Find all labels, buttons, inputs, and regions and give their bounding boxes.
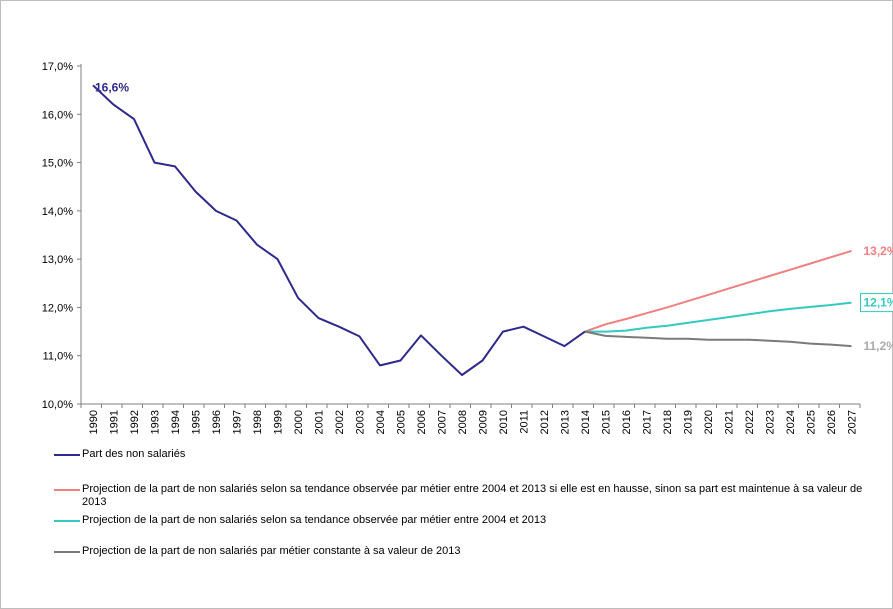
x-tick-label: 2020 xyxy=(703,410,715,434)
x-tick-label: 2026 xyxy=(826,410,838,434)
x-tick-label: 2000 xyxy=(293,410,305,434)
x-tick-label: 2015 xyxy=(601,410,613,434)
x-tick-label: 2027 xyxy=(847,410,859,434)
x-tick-label: 2017 xyxy=(642,410,654,434)
x-tick-label: 2006 xyxy=(416,410,428,434)
x-tick-label: 1990 xyxy=(88,410,100,434)
y-tick-label: 13,0% xyxy=(42,254,73,266)
x-tick-label: 2025 xyxy=(806,410,818,434)
x-tick-label: 2002 xyxy=(334,410,346,434)
x-tick-label: 2010 xyxy=(498,410,510,434)
data-label-box xyxy=(860,293,893,313)
x-tick-label: 2022 xyxy=(744,410,756,434)
legend-label-part-non-salaries: Part des non salariés xyxy=(82,448,186,460)
data-label-last: 12,1% xyxy=(864,296,893,310)
legend-item-projection-constante: Projection de la part de non salariés pa… xyxy=(54,545,884,558)
series-line-2 xyxy=(585,301,852,333)
data-label-last: 13,2% xyxy=(864,244,893,258)
x-tick-label: 2019 xyxy=(683,410,695,434)
x-tick-label: 2014 xyxy=(580,410,592,434)
x-tick-label: 2013 xyxy=(560,410,572,434)
x-tick-label: 1996 xyxy=(211,410,223,434)
legend-item-projection-tendance: Projection de la part de non salariés se… xyxy=(54,514,884,527)
legend-swatch-projection-tendance xyxy=(54,520,80,522)
legend-item-part-non-salaries: Part des non salariés xyxy=(54,448,884,461)
x-tick-label: 1994 xyxy=(170,410,182,434)
legend-item-projection-hausse: Projection de la part de non salariés se… xyxy=(54,483,884,509)
x-tick-label: 1998 xyxy=(252,410,264,434)
x-tick-label: 2008 xyxy=(457,410,469,434)
x-tick-label: 1997 xyxy=(232,410,244,434)
y-tick-label: 17,0% xyxy=(42,61,73,73)
x-tick-label: 2023 xyxy=(765,410,777,434)
x-tick-label: 2018 xyxy=(662,410,674,434)
x-tick-label: 1992 xyxy=(129,410,141,434)
y-tick-label: 16,0% xyxy=(42,109,73,121)
y-tick-label: 11,0% xyxy=(43,351,74,363)
series-line-0 xyxy=(92,84,586,376)
x-tick-label: 2007 xyxy=(437,410,449,434)
x-tick-label: 2011 xyxy=(519,410,531,434)
series-line-1 xyxy=(584,249,852,333)
y-tick-label: 14,0% xyxy=(42,206,73,218)
x-tick-label: 1999 xyxy=(273,410,285,434)
legend-swatch-projection-constante xyxy=(54,551,80,553)
x-tick-label: 1993 xyxy=(150,410,162,434)
legend-label-projection-constante: Projection de la part de non salariés pa… xyxy=(82,545,461,557)
legend-label-projection-hausse: Projection de la part de non salariés se… xyxy=(82,483,863,508)
data-label-last: 11,2% xyxy=(864,339,893,353)
y-tick-label: 12,0% xyxy=(42,302,73,314)
x-tick-label: 2005 xyxy=(396,410,408,434)
y-tick-label: 15,0% xyxy=(42,158,73,170)
x-tick-label: 1995 xyxy=(191,410,203,434)
x-tick-label: 2024 xyxy=(785,410,797,434)
x-tick-label: 2012 xyxy=(539,410,551,434)
x-tick-label: 1991 xyxy=(109,410,121,434)
x-tick-label: 2003 xyxy=(355,410,367,434)
legend-swatch-part-non-salaries xyxy=(54,454,80,456)
data-label-first: 16,6% xyxy=(95,80,129,94)
x-tick-label: 2021 xyxy=(724,410,736,434)
series-line-3 xyxy=(584,330,852,348)
x-tick-label: 2016 xyxy=(621,410,633,434)
x-tick-label: 2009 xyxy=(478,410,490,434)
line-chart: 10,0% 11,0% 12,0% 13,0% 14,0% 15,0% 16,0% 17,0%… xyxy=(42,61,893,434)
legend-label-projection-tendance: Projection de la part de non salariés se… xyxy=(82,514,547,526)
y-tick-label: 10,0% xyxy=(42,399,73,411)
legend-swatch-projection-hausse xyxy=(54,489,80,491)
x-tick-label: 2001 xyxy=(314,410,326,434)
x-tick-label: 2004 xyxy=(375,410,387,434)
